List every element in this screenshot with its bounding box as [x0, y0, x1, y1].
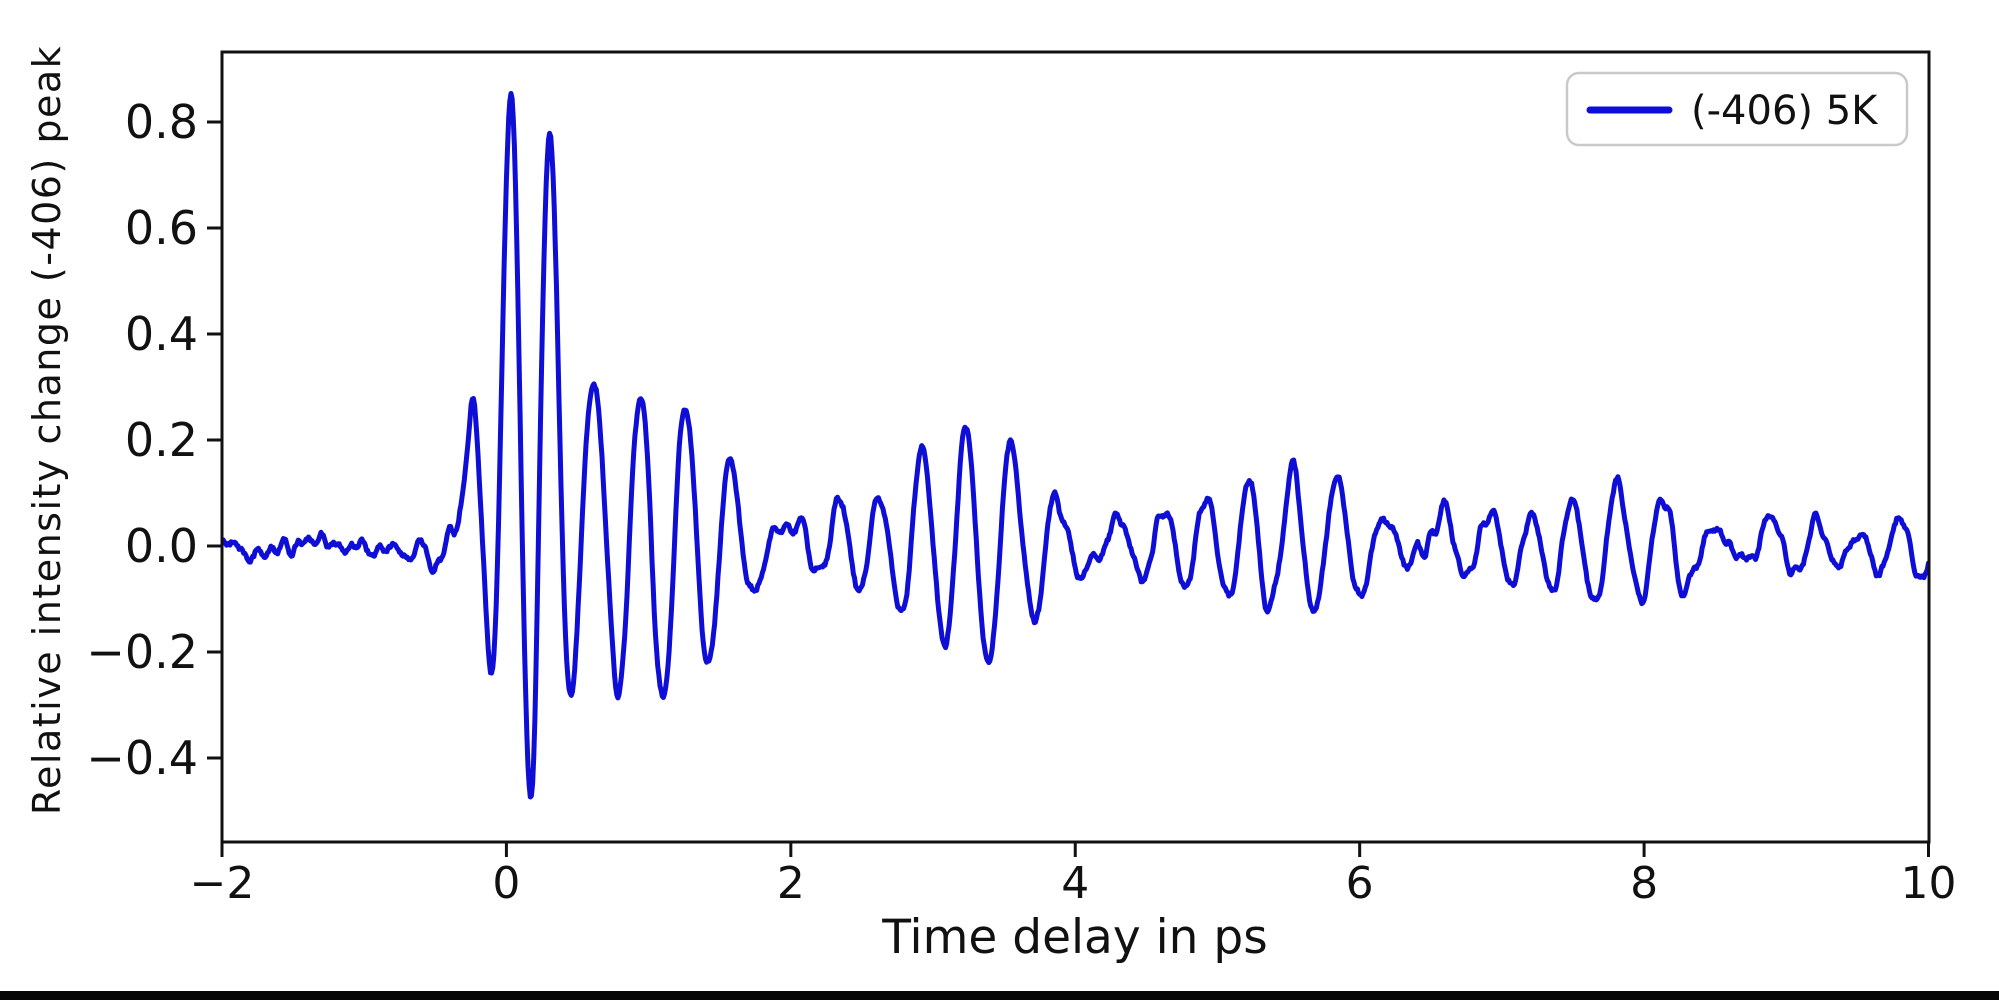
y-tick-label: −0.4 [86, 731, 198, 785]
y-tick-label: 0.8 [125, 95, 198, 149]
x-tick-label: 4 [1061, 858, 1089, 909]
y-tick-label: 0.2 [125, 413, 198, 467]
bottom-screen-edge-bar [0, 991, 1999, 1000]
x-tick-label: 6 [1346, 858, 1374, 909]
x-tick-label: 0 [492, 858, 520, 909]
x-tick-label: 8 [1630, 858, 1658, 909]
x-tick-label: −2 [190, 858, 255, 909]
legend: (-406) 5K [1565, 71, 1909, 147]
y-tick-label: 0.4 [125, 307, 198, 361]
y-axis-ticks: 0.8 0.6 0.4 0.2 0.0 −0.2 −0.4 [86, 95, 222, 785]
y-tick-label: 0.0 [125, 519, 198, 573]
x-tick-label: 10 [1901, 858, 1957, 909]
x-axis-label: Time delay in ps [881, 910, 1267, 965]
y-tick-label: −0.2 [86, 625, 198, 679]
legend-box [1565, 71, 1909, 147]
legend-entry-label: (-406) 5K [1691, 88, 1879, 134]
signal-trace-group [222, 91, 1929, 800]
y-tick-label: 0.6 [125, 201, 198, 255]
x-axis-ticks: −2 0 2 4 6 8 10 [190, 842, 1957, 909]
signal-trace [222, 91, 1929, 800]
y-axis-label: Relative intensity change (-406) peak [25, 45, 69, 815]
x-tick-label: 2 [777, 858, 805, 909]
